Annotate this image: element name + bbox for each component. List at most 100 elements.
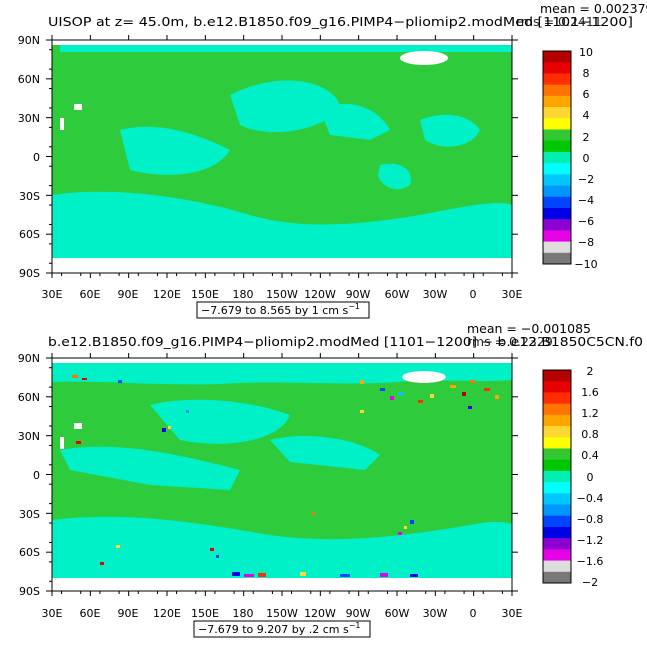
panel-2-y-tick-label: 30S: [19, 508, 40, 521]
panel-1-colorbar-swatch: [543, 62, 571, 74]
panel-1-x-tick-label: 60E: [80, 288, 101, 301]
panel-1-colorbar-labels: 10 8 6 4 2 0 −2 −4 −6 −8 −10: [574, 46, 597, 271]
panel-1-x-tick-label: 30W: [423, 288, 448, 301]
panel-1-y-tick-label: 90S: [19, 267, 40, 280]
panel-2-colorbar-swatch: [543, 381, 571, 393]
panel-1-range-exponent: −1: [348, 302, 360, 311]
panel-1-colorbar-swatch: [543, 118, 571, 130]
panel-1-colorbar-swatch: [543, 185, 571, 198]
panel-1-colorbar-label: −4: [578, 194, 594, 207]
panel-2-colorbar-frame: [542, 369, 572, 584]
panel-2-colorbar-swatch: [543, 426, 571, 438]
panel-1-colorbar-swatch: [543, 252, 571, 265]
panel-1-land-mask: [400, 51, 448, 65]
panel-1-x-tick-label: 150W: [266, 288, 298, 301]
panel-1-colorbar-label: 10: [579, 46, 593, 59]
panel-1-map: [46, 35, 518, 278]
panel-2-colorbar-label: 0: [587, 471, 594, 484]
panel-2-y-tick-label: 90S: [19, 585, 40, 598]
panel-1-x-tick-label: 150E: [191, 288, 219, 301]
panel-2-land-mask: [60, 437, 64, 449]
panel-1-y-tick-label: 30N: [18, 112, 40, 125]
panel-2-negative-patch: [52, 516, 512, 578]
panel-2-colorbar-label: 2: [587, 365, 594, 378]
panel-1-rms: rms = 0.2411: [516, 14, 602, 29]
panel-2-x-tick-label: 0: [470, 607, 477, 620]
panel-2-x-tick-label: 120E: [153, 607, 181, 620]
panel-2-land-mask: [74, 423, 82, 429]
panel-2-title: b.e12.B1850.f09_g16.PIMP4−pliomip2.modMe…: [48, 334, 643, 349]
panel-1-x-tick-label: 60W: [385, 288, 410, 301]
panel-1-x-tick-label: 90W: [346, 288, 371, 301]
panel-1-colorbar-label: −6: [578, 215, 594, 228]
panel-2-colorbar-label: −0.4: [577, 492, 604, 505]
panel-1-colorbar-swatch: [543, 230, 571, 242]
panel-1-colorbar-label: 0: [583, 152, 590, 165]
panel-1-x-tick-label: 180: [233, 288, 254, 301]
panel-2-colorbar-swatch: [543, 526, 571, 539]
panel-1-colorbar-swatch: [543, 174, 571, 186]
panel-2-colorbar-swatch: [543, 403, 571, 416]
panel-1-colorbar-swatch: [543, 73, 571, 86]
panel-2-colorbar-label: 0.4: [581, 449, 599, 462]
panel-2-map: [46, 353, 518, 596]
panel-1-colorbar-swatch: [543, 84, 571, 97]
panel-2-negative-patch: [150, 399, 290, 444]
panel-1-colorbar-label: −10: [574, 258, 597, 271]
panel-1-land-mask: [52, 258, 512, 273]
panel-2-colorbar-swatch: [543, 470, 571, 483]
panel-2-colorbar-swatch: [543, 515, 571, 528]
panel-1-colorbar-label: −8: [578, 236, 594, 249]
panel-1-colorbar: [542, 50, 572, 265]
panel-2-colorbar-swatch: [543, 437, 571, 449]
panel-2-ticks: [46, 353, 518, 596]
panel-1-colorbar-swatch: [543, 95, 571, 108]
panel-2-colorbar-swatch: [543, 549, 571, 561]
panel-2-x-tick-label: 30W: [423, 607, 448, 620]
panel-2-colorbar-swatch: [543, 560, 571, 573]
panel-2-y-tick-label: 60S: [19, 546, 40, 559]
panel-1: UISOP at z= 45.0m, b.e12.B1850.f09_g16.P…: [18, 1, 647, 319]
panel-2-land-mask: [402, 371, 446, 383]
panel-1-colorbar-frame: [542, 50, 572, 265]
panel-2-colorbar-swatch: [543, 482, 571, 494]
panel-1-land-mask: [74, 104, 82, 110]
panel-1-colorbar-swatch: [543, 51, 571, 63]
panel-2-x-tick-label: 90W: [346, 607, 371, 620]
panel-2-x-tick-label: 60W: [385, 607, 410, 620]
panel-2-colorbar-swatch: [543, 571, 571, 584]
panel-2-rms: rms = 0.2329: [467, 334, 553, 349]
panel-1-y-tick-label: 90N: [18, 34, 40, 47]
panel-2: b.e12.B1850.f09_g16.PIMP4−pliomip2.modMe…: [18, 321, 643, 638]
panel-2-range-exponent: −1: [349, 621, 361, 630]
panel-2-mean: mean = −0.001085: [467, 321, 591, 336]
panel-2-colorbar-swatch: [543, 448, 571, 461]
panel-1-colorbar-swatch: [543, 151, 571, 164]
panel-2-x-tick-label: 180: [233, 607, 254, 620]
panel-2-colorbar-label: −2: [582, 576, 598, 589]
panel-2-negative-patch: [270, 435, 380, 470]
panel-1-colorbar-swatch: [543, 219, 571, 231]
panel-1-colorbar-swatch: [543, 163, 571, 175]
panel-1-x-axis: 30E 60E 90E 120E 150E 180 150W 120W 90W …: [42, 288, 523, 301]
panel-2-y-tick-label: 90N: [18, 352, 40, 365]
panel-1-y-axis: 90N 60N 30N 0 30S 60S 90S: [18, 34, 40, 280]
panel-1-colorbar-label: 8: [583, 67, 590, 80]
panel-2-colorbar-label: −0.8: [577, 513, 604, 526]
panel-2-colorbar-label: 1.6: [581, 386, 599, 399]
panel-1-range-text: −7.679 to 8.565 by 1 cm s: [201, 304, 348, 317]
panel-1-land-mask: [60, 118, 64, 130]
panel-2-colorbar-swatch: [543, 370, 571, 382]
panel-1-colorbar-label: −2: [578, 173, 594, 186]
panel-1-negative-patch: [120, 126, 230, 175]
panel-2-land-mask: [52, 578, 512, 591]
panel-2-colorbar-swatch: [543, 414, 571, 427]
panel-1-colorbar-swatch: [543, 129, 571, 142]
panel-1-x-tick-label: 120E: [153, 288, 181, 301]
panel-1-colorbar-swatch: [543, 107, 571, 119]
panel-1-negative-patch: [320, 103, 390, 140]
panel-2-colorbar-label: −1.6: [577, 555, 604, 568]
svg-text:−7.679 to 8.565 by 1 cm s−1: −7.679 to 8.565 by 1 cm s−1: [201, 302, 360, 317]
panel-2-range-box: −7.679 to 9.207 by .2 cm s−1: [193, 620, 371, 638]
